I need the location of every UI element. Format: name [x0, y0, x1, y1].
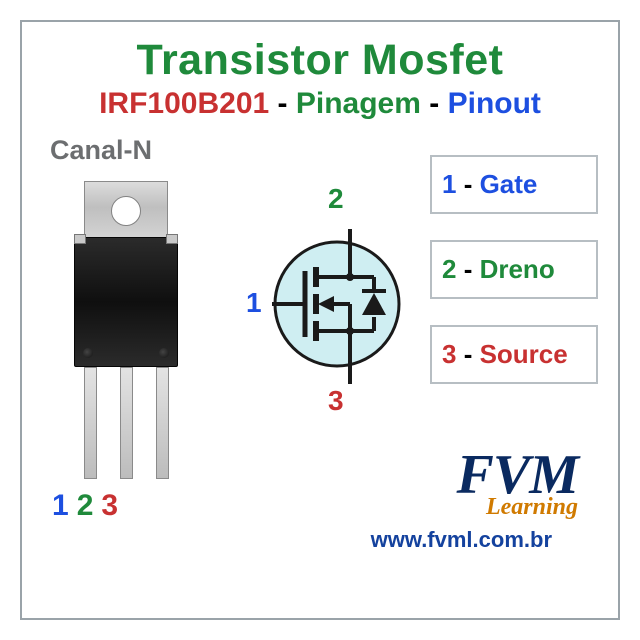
website-url: www.fvml.com.br — [371, 527, 552, 553]
package-body — [74, 237, 178, 367]
schematic-symbol: 2 1 3 — [242, 189, 422, 409]
pin-row-label: Dreno — [480, 254, 555, 284]
logo-main: FVM — [457, 450, 579, 500]
pin-table: 1 - Gate 2 - Dreno 3 - Source — [430, 155, 598, 384]
subtitle: IRF100B201 - Pinagem - Pinout — [42, 87, 598, 121]
pinagem-label: Pinagem — [296, 87, 421, 120]
mold-dot — [159, 348, 169, 358]
sep1: - — [269, 87, 296, 120]
package-pin-numbers: 1 2 3 — [52, 489, 118, 523]
pkg-pin-2: 2 — [77, 489, 94, 523]
pinout-label: Pinout — [448, 87, 541, 120]
content-area: Canal-N 1 2 3 — [42, 129, 598, 559]
pin-row-num: 3 — [442, 339, 456, 369]
lead-1 — [84, 367, 97, 479]
mold-dot — [83, 348, 93, 358]
symbol-pin-gate: 1 — [246, 287, 262, 319]
lead-3 — [156, 367, 169, 479]
mosfet-symbol-svg — [242, 189, 422, 409]
title: Transistor Mosfet — [42, 36, 598, 85]
pin-row-2: 2 - Dreno — [430, 240, 598, 299]
package-tab — [84, 181, 168, 245]
logo: FVM Learning — [457, 450, 579, 521]
pin-row-num: 2 — [442, 254, 456, 284]
symbol-pin-drain: 2 — [328, 183, 344, 215]
package-leads — [74, 367, 178, 487]
pkg-pin-3: 3 — [101, 489, 118, 523]
pin-row-3: 3 - Source — [430, 325, 598, 384]
package-mounting-hole — [111, 196, 141, 226]
pin-row-1: 1 - Gate — [430, 155, 598, 214]
pin-row-num: 1 — [442, 169, 456, 199]
pkg-pin-1: 1 — [52, 489, 69, 523]
pin-row-label: Gate — [480, 169, 538, 199]
channel-label: Canal-N — [50, 135, 152, 166]
lead-2 — [120, 367, 133, 479]
card-frame: Transistor Mosfet IRF100B201 - Pinagem -… — [20, 20, 620, 620]
symbol-pin-source: 3 — [328, 385, 344, 417]
part-number: IRF100B201 — [99, 87, 269, 120]
pin-row-label: Source — [480, 339, 568, 369]
sep2: - — [421, 87, 448, 120]
package-drawing — [66, 181, 186, 491]
